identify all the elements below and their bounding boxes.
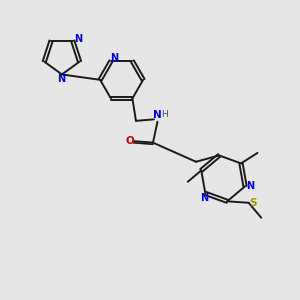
Text: S: S: [249, 198, 256, 208]
Text: N: N: [246, 181, 254, 191]
Text: H: H: [161, 110, 167, 119]
Text: O: O: [125, 136, 134, 146]
Text: N: N: [110, 52, 118, 63]
Text: N: N: [200, 194, 208, 203]
Text: N: N: [57, 74, 65, 84]
Text: N: N: [74, 34, 82, 44]
Text: N: N: [153, 110, 162, 121]
